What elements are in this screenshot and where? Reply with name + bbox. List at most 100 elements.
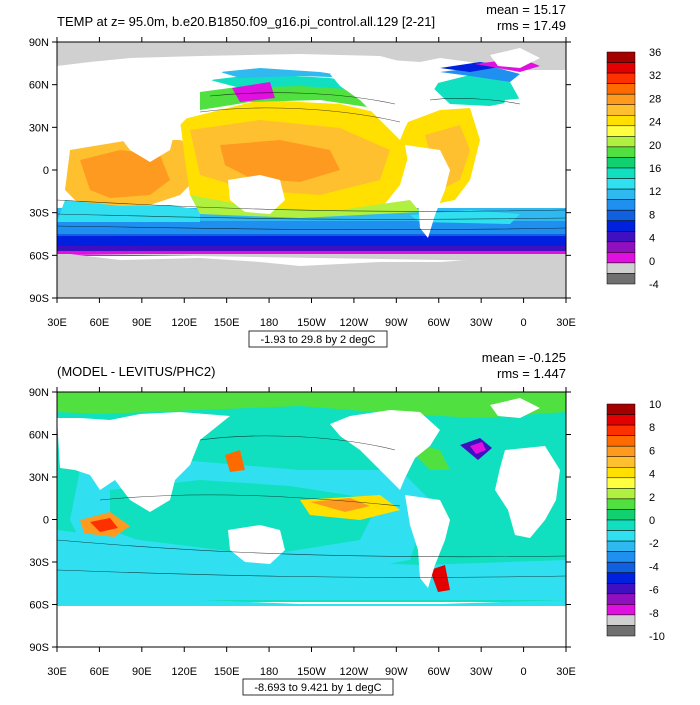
lon-label: 0: [521, 317, 527, 329]
axis-ticks: [52, 387, 571, 652]
colorbar-swatch: [606, 540, 636, 552]
lon-label: 180: [260, 317, 278, 329]
colorbar-swatch: [606, 231, 636, 243]
colorbar-swatch: [606, 146, 636, 158]
colorbar-label: 32: [649, 70, 661, 82]
lon-label: 90W: [385, 666, 408, 678]
colorbar-label: 8: [649, 422, 655, 434]
colorbar-swatch: [606, 83, 636, 95]
difference-map: [57, 392, 566, 647]
colorbar-swatch: [606, 530, 636, 542]
colorbar-label: -2: [649, 538, 659, 550]
colorbar-swatch: [606, 593, 636, 605]
panel-title: (MODEL - LEVITUS/PHC2): [57, 364, 215, 379]
lon-label: 30E: [47, 317, 67, 329]
colorbar-swatch: [606, 572, 636, 584]
lon-label: 60W: [427, 317, 450, 329]
colorbar-swatch: [606, 414, 636, 426]
colorbar-swatch: [606, 467, 636, 479]
colorbar: 36 32 28 24 20 16 12 8 4 0 -4: [606, 47, 661, 291]
lon-label: 150E: [214, 666, 240, 678]
lon-label: 60E: [90, 317, 110, 329]
range-label-box: [248, 330, 388, 348]
panel-difference: (MODEL - LEVITUS/PHC2) mean = -0.125 rms…: [29, 350, 665, 696]
colorbar-label: 2: [649, 492, 655, 504]
colorbar-swatch: [606, 509, 636, 521]
range-label: -8.693 to 9.421 by 1 degC: [254, 682, 381, 694]
longitude-labels: 30E 60E 90E 120E 150E 180 150W 120W 90W 60W 30W 0 30…: [47, 666, 576, 678]
colorbar-label: 20: [649, 140, 661, 152]
lat-label: 0: [43, 515, 49, 527]
axis-ticks: [52, 37, 571, 303]
colorbar-swatch: [606, 488, 636, 500]
lon-label: 150W: [297, 666, 326, 678]
colorbar-swatch: [606, 435, 636, 447]
colorbar-swatch: [606, 424, 636, 436]
colorbar-swatch: [606, 262, 636, 274]
colorbar-swatch: [606, 604, 636, 616]
lon-label: 90W: [385, 317, 408, 329]
lon-label: 150W: [297, 317, 326, 329]
range-label-box: [242, 678, 394, 696]
lon-label: 180: [260, 666, 278, 678]
lat-label: 60N: [29, 430, 49, 442]
colorbar: 10 8 6 4 2 0 -2 -4 -6 -8 -10: [606, 399, 665, 643]
temperature-map: [57, 42, 566, 298]
colorbar-swatch: [606, 72, 636, 84]
colorbar-swatch: [606, 209, 636, 221]
colorbar-swatch: [606, 252, 636, 264]
lat-label: 30S: [29, 557, 49, 569]
lat-label: 90S: [29, 642, 49, 654]
colorbar-swatch: [606, 445, 636, 457]
colorbar-swatch: [606, 403, 636, 415]
lon-label: 30E: [556, 317, 576, 329]
mean-stat: mean = -0.125: [482, 350, 566, 365]
latitude-labels: 90N 60N 30N 0 30S 60S 90S: [29, 387, 49, 654]
colorbar-label: 24: [649, 117, 661, 129]
colorbar-swatch: [606, 136, 636, 148]
colorbar-swatch: [606, 104, 636, 116]
colorbar-label: -6: [649, 585, 659, 597]
lon-label: 120E: [171, 666, 197, 678]
colorbar-label: 12: [649, 186, 661, 198]
lat-label: 30N: [29, 472, 49, 484]
longitude-labels: 30E 60E 90E 120E 150E 180 150W 120W 90W 60W 30W 0 30…: [47, 317, 576, 329]
lat-label: 60N: [29, 80, 49, 92]
colorbar-label: -4: [649, 279, 659, 291]
colorbar-swatch: [606, 456, 636, 468]
lon-label: 30W: [470, 317, 493, 329]
colorbar-swatch: [606, 477, 636, 489]
rms-stat: rms = 17.49: [497, 18, 566, 33]
lon-label: 30E: [556, 666, 576, 678]
lat-label: 0: [43, 165, 49, 177]
colorbar-swatch: [606, 241, 636, 253]
colorbar-label: -4: [649, 561, 659, 573]
mean-stat: mean = 15.17: [486, 2, 566, 17]
panel-title: TEMP at z= 95.0m, b.e20.B1850.f09_g16.pi…: [57, 14, 435, 29]
lon-label: 90E: [132, 666, 152, 678]
lat-label: 30N: [29, 122, 49, 134]
colorbar-label: 6: [649, 445, 655, 457]
colorbar-swatch: [606, 93, 636, 105]
lon-label: 150E: [214, 317, 240, 329]
lon-label: 60E: [90, 666, 110, 678]
colorbar-label: 28: [649, 93, 661, 105]
colorbar-swatch: [606, 561, 636, 573]
lon-label: 120E: [171, 317, 197, 329]
colorbar-swatch: [606, 115, 636, 127]
lat-label: 60S: [29, 600, 49, 612]
lon-label: 90E: [132, 317, 152, 329]
colorbar-label: 0: [649, 256, 655, 268]
colorbar-swatch: [606, 220, 636, 232]
lon-label: 0: [521, 666, 527, 678]
latitude-labels: 90N 60N 30N 0 30S 60S 90S: [29, 37, 49, 305]
lat-label: 90N: [29, 37, 49, 49]
colorbar-label: 16: [649, 163, 661, 175]
range-label: -1.93 to 29.8 by 2 degC: [261, 334, 376, 346]
lat-label: 30S: [29, 208, 49, 220]
colorbar-swatch: [606, 614, 636, 626]
colorbar-swatch: [606, 625, 636, 637]
colorbar-label: 4: [649, 233, 655, 245]
colorbar-swatch: [606, 519, 636, 531]
colorbar-swatch: [606, 157, 636, 169]
